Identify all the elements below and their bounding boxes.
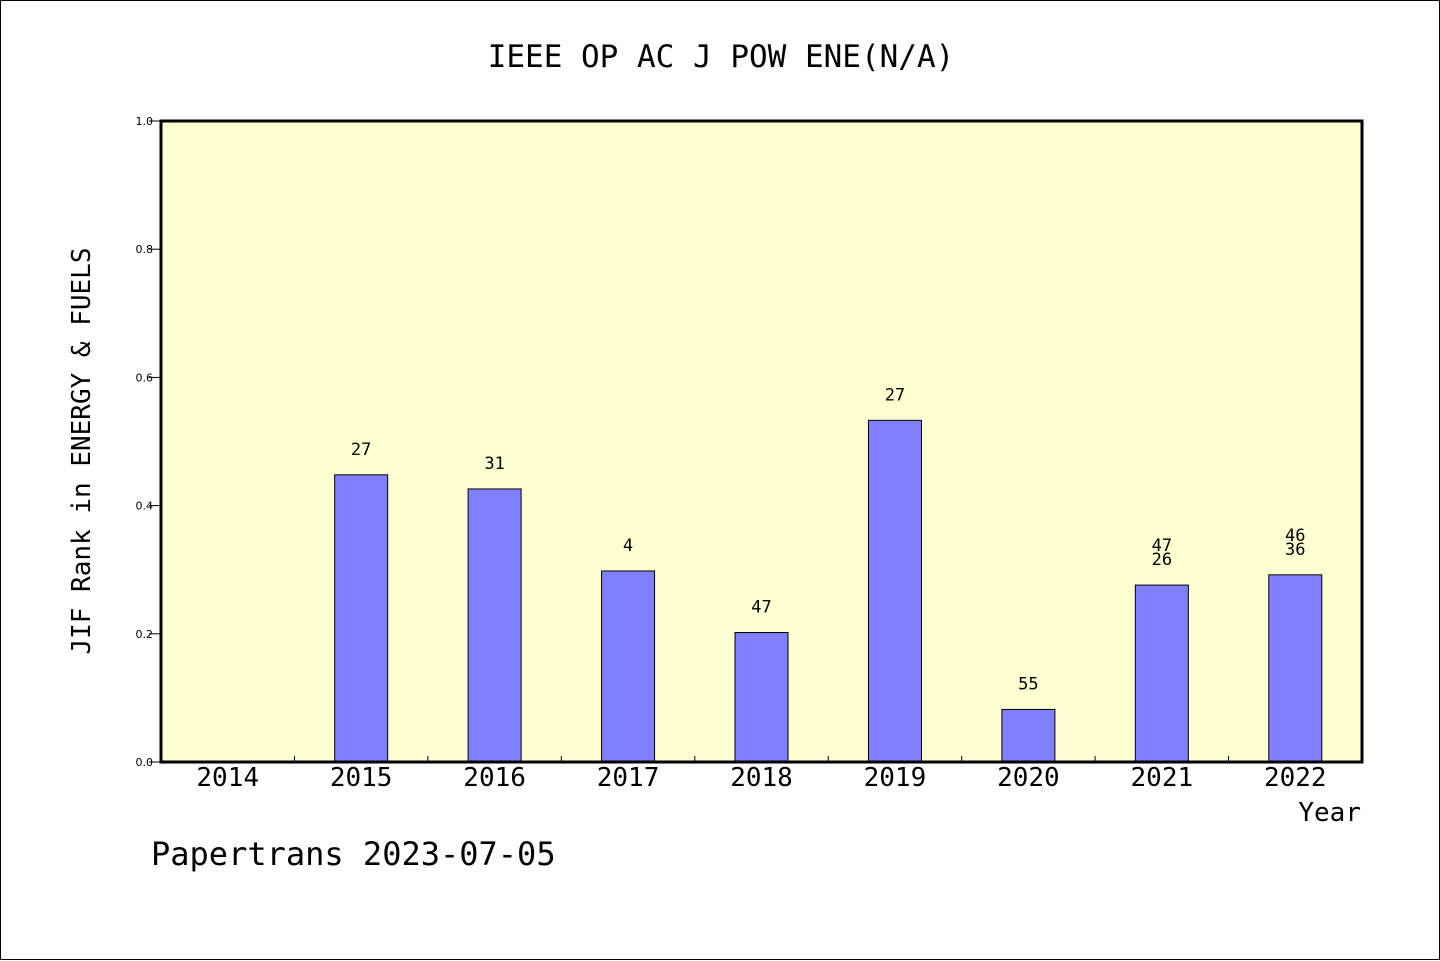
x-ticks-group: 2014 2015 2016 2017 2018 2019 2020 2021 2022 [196, 756, 1327, 793]
bar-label-2015-1: 27 [351, 440, 371, 460]
footer-text: Papertrans 2023-07-05 [151, 835, 556, 873]
y-tick-label-5: 1.0 [136, 115, 154, 128]
plot-border [159, 119, 1364, 764]
x-tick-label-2021: 2021 [1131, 763, 1194, 793]
chart-title: IEEE OP AC J POW ENE(N/A) [488, 39, 955, 75]
x-tick-label-2022: 2022 [1264, 763, 1327, 793]
bars-group [334, 419, 1323, 763]
x-tick-label-2019: 2019 [864, 763, 927, 793]
bar-label-2022-2: 36 [1285, 540, 1305, 560]
y-tick-label-3: 0.6 [136, 371, 154, 384]
x-tick-label-2017: 2017 [597, 763, 660, 793]
bar-2017 [601, 570, 656, 763]
bar-label-2019-1: 27 [885, 385, 905, 405]
x-axis-label: Year [1298, 798, 1361, 828]
bar-label-2020-1: 55 [1018, 674, 1038, 694]
x-tick-label-2014: 2014 [196, 763, 259, 793]
bar-2019 [867, 419, 922, 763]
bar-label-2017-1: 4 [623, 536, 633, 556]
bar-label-2021-2: 26 [1152, 550, 1172, 570]
y-tick-label-2: 0.4 [136, 500, 154, 513]
bar-2016 [467, 488, 522, 763]
y-axis-label: JIF Rank in ENERGY & FUELS [67, 248, 97, 655]
y-tick-label-4: 0.8 [136, 243, 154, 256]
y-tick-label-0: 0.0 [136, 756, 154, 769]
x-tick-label-2016: 2016 [463, 763, 526, 793]
y-ticks-group: 0.0 0.2 0.4 0.6 0.8 1.0 [136, 115, 161, 769]
bar-2015 [334, 474, 389, 763]
bar-2021 [1134, 584, 1189, 763]
x-tick-label-2015: 2015 [330, 763, 393, 793]
bar-label-2021-1: 47 [1152, 536, 1172, 556]
bar-label-2018-1: 47 [751, 598, 771, 618]
bar-label-2022-1: 46 [1285, 526, 1305, 546]
y-tick-label-1: 0.2 [136, 628, 154, 641]
x-tick-label-2018: 2018 [730, 763, 793, 793]
bar-2022 [1268, 574, 1323, 763]
x-tick-label-2020: 2020 [997, 763, 1060, 793]
bar-2020 [1001, 708, 1056, 763]
bar-2018 [734, 632, 789, 763]
bar-label-2016-1: 31 [484, 454, 504, 474]
